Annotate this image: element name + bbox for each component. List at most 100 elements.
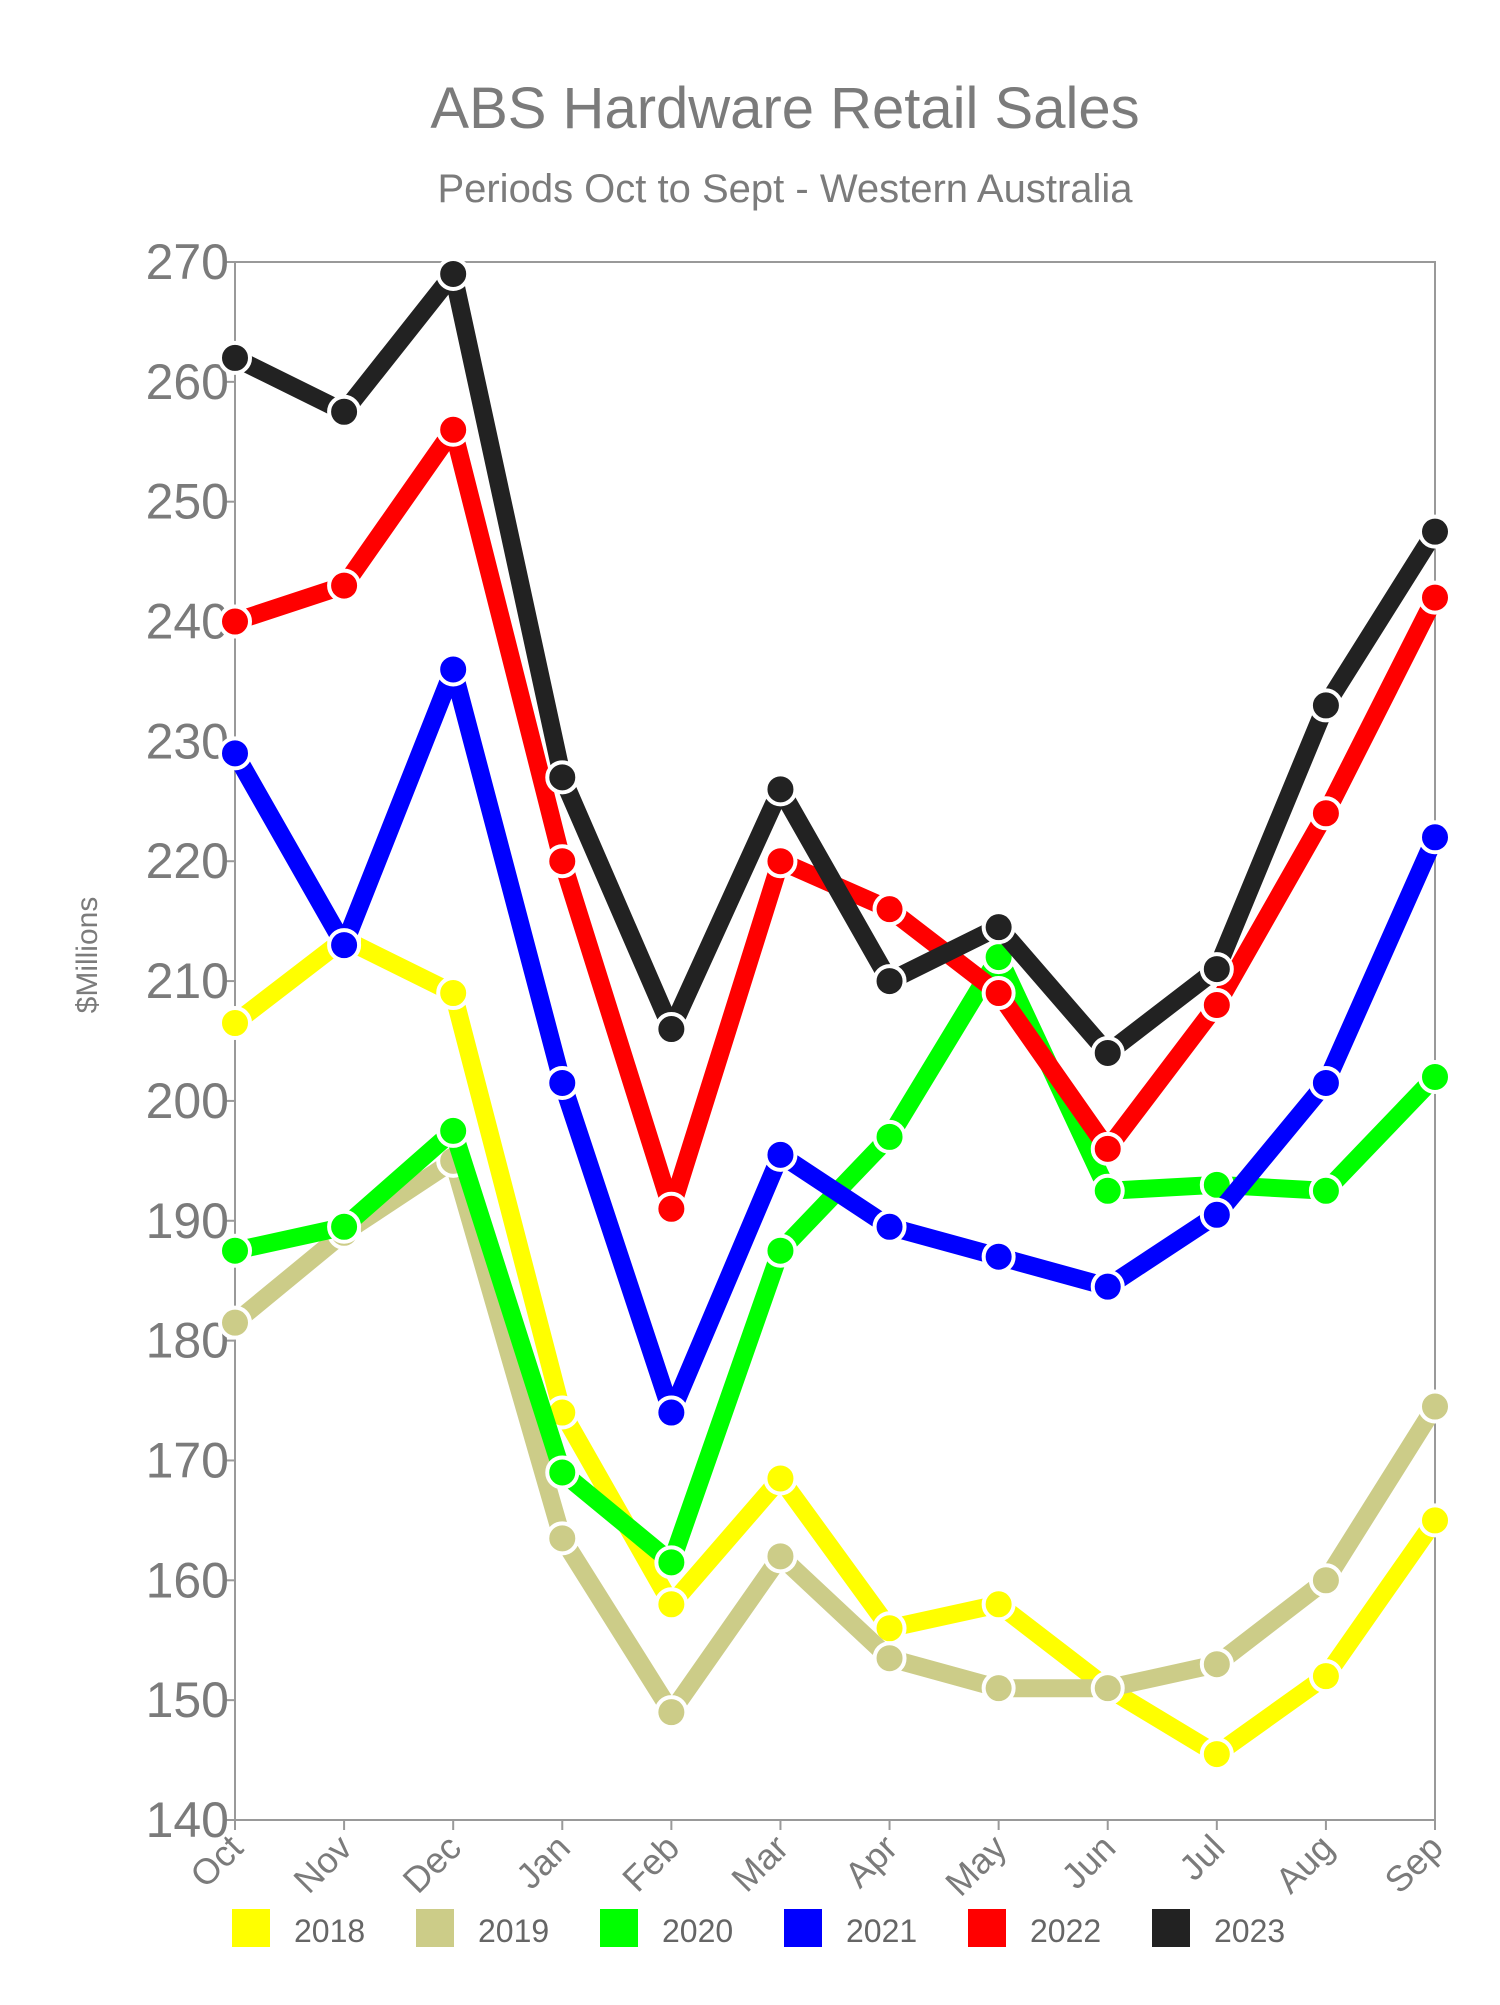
data-point xyxy=(436,976,471,1011)
data-point xyxy=(981,1239,1016,1274)
legend-item-2018: 2018 xyxy=(232,1909,365,1949)
data-point xyxy=(763,772,798,807)
legend-swatch xyxy=(784,1909,822,1947)
axes: 140 150 160 170 180 190 200 210 220 230 240 250 260 2… xyxy=(146,234,1451,1904)
series-lines xyxy=(218,256,1452,1772)
y-tick-label: 140 xyxy=(146,1792,229,1848)
data-point xyxy=(545,1065,580,1100)
data-point xyxy=(327,568,362,603)
data-point xyxy=(981,910,1016,945)
data-point xyxy=(1308,1563,1343,1598)
series-2019 xyxy=(218,1143,1452,1730)
legend-item-2020: 2020 xyxy=(600,1909,733,1949)
data-point xyxy=(545,1521,580,1556)
x-tick-label: Dec xyxy=(395,1827,469,1901)
legend-item-2022: 2022 xyxy=(968,1909,1101,1949)
x-tick-label: Jul xyxy=(1171,1827,1233,1889)
data-point xyxy=(1199,1647,1234,1682)
data-point xyxy=(545,844,580,879)
data-point xyxy=(218,1233,252,1268)
data-point xyxy=(1199,1197,1234,1232)
data-point xyxy=(436,1113,471,1148)
series-2022 xyxy=(218,412,1452,1226)
x-tick-label: Mar xyxy=(723,1827,796,1900)
series-line-2018 xyxy=(226,930,1444,1764)
legend-swatch xyxy=(416,1909,454,1947)
data-point xyxy=(872,1119,907,1154)
series-2020 xyxy=(218,940,1452,1580)
data-point xyxy=(1199,1737,1234,1772)
data-point xyxy=(763,1539,798,1574)
legend-label: 2020 xyxy=(662,1913,733,1949)
y-tick-label: 190 xyxy=(146,1193,229,1249)
y-tick-label: 170 xyxy=(146,1432,229,1488)
legend-label: 2022 xyxy=(1030,1913,1101,1949)
data-point xyxy=(327,394,362,429)
y-tick-label: 270 xyxy=(146,234,229,290)
series-2018 xyxy=(218,922,1452,1772)
data-point xyxy=(1308,688,1343,723)
data-point xyxy=(327,1209,362,1244)
data-point xyxy=(763,1461,798,1496)
legend-label: 2021 xyxy=(846,1913,917,1949)
data-point xyxy=(1308,1173,1343,1208)
data-point xyxy=(763,844,798,879)
data-point xyxy=(872,964,907,999)
data-point xyxy=(654,1012,689,1047)
data-point xyxy=(218,604,252,639)
data-point xyxy=(218,340,252,375)
y-axis-label: $Millions xyxy=(71,897,104,1014)
data-point xyxy=(1090,1269,1125,1304)
x-tick-label: Nov xyxy=(285,1827,359,1901)
data-point xyxy=(763,1233,798,1268)
chart-subtitle: Periods Oct to Sept - Western Australia xyxy=(437,167,1133,211)
chart-title: ABS Hardware Retail Sales xyxy=(430,76,1139,141)
series-2023 xyxy=(218,256,1452,1070)
data-point xyxy=(436,256,471,291)
data-point xyxy=(981,1671,1016,1706)
data-point xyxy=(1090,1035,1125,1070)
data-point xyxy=(1418,1503,1452,1538)
plot-frame xyxy=(234,261,1436,1821)
data-point xyxy=(654,1545,689,1580)
x-tick-label: Aug xyxy=(1267,1827,1341,1901)
y-tick-label: 180 xyxy=(146,1313,229,1369)
data-point xyxy=(1418,1389,1452,1424)
data-point xyxy=(872,892,907,927)
y-tick-label: 200 xyxy=(146,1073,229,1129)
data-point xyxy=(1418,514,1452,549)
data-point xyxy=(1199,988,1234,1023)
data-point xyxy=(1199,952,1234,987)
data-point xyxy=(654,1395,689,1430)
legend-item-2021: 2021 xyxy=(784,1909,917,1949)
x-tick-label: Jun xyxy=(1053,1827,1123,1897)
legend-label: 2018 xyxy=(294,1913,365,1949)
y-tick-label: 220 xyxy=(146,833,229,889)
data-point xyxy=(654,1587,689,1622)
y-tick-label: 160 xyxy=(146,1552,229,1608)
data-point xyxy=(981,976,1016,1011)
data-point xyxy=(1418,580,1452,615)
legend-item-2023: 2023 xyxy=(1152,1909,1285,1949)
data-point xyxy=(654,1695,689,1730)
data-point xyxy=(1090,1131,1125,1166)
data-point xyxy=(218,736,252,771)
data-point xyxy=(218,1305,252,1340)
data-point xyxy=(545,760,580,795)
data-point xyxy=(1418,1059,1452,1094)
data-point xyxy=(872,1209,907,1244)
x-tick-label: Feb xyxy=(614,1827,687,1900)
legend-label: 2023 xyxy=(1214,1913,1285,1949)
data-point xyxy=(872,1641,907,1676)
data-point xyxy=(327,928,362,963)
legend-item-2019: 2019 xyxy=(416,1909,549,1949)
data-point xyxy=(436,652,471,687)
data-point xyxy=(981,1587,1016,1622)
legend-swatch xyxy=(232,1909,270,1947)
x-tick-label: Sep xyxy=(1376,1827,1450,1901)
legend: 2018 2019 2020 2021 2022 2023 xyxy=(232,1909,1285,1949)
data-point xyxy=(436,412,471,447)
legend-swatch xyxy=(600,1909,638,1947)
y-tick-label: 260 xyxy=(146,354,229,410)
